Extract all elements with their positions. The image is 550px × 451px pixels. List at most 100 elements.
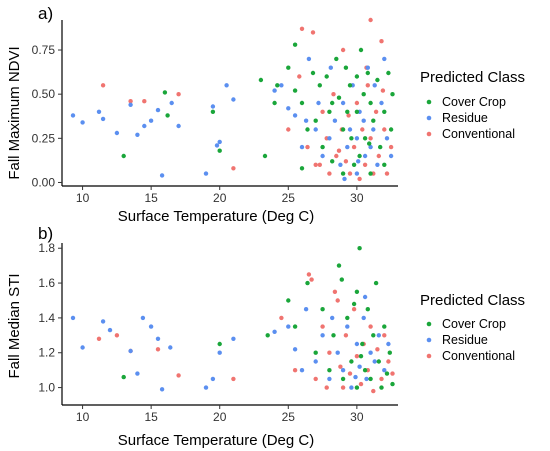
y-tick-label: 1.4: [38, 311, 55, 325]
point-residue: [203, 171, 209, 176]
point-cover-crop: [292, 324, 298, 329]
point-conventional: [114, 333, 120, 338]
point-residue: [320, 333, 325, 338]
point-residue: [327, 136, 332, 141]
point-conventional: [386, 359, 391, 364]
point-residue: [354, 171, 360, 176]
point-conventional: [176, 373, 181, 378]
point-residue: [371, 127, 376, 132]
point-conventional: [347, 171, 353, 176]
point-cover-crop: [378, 144, 383, 150]
point-cover-crop: [327, 109, 332, 115]
point-residue: [169, 100, 174, 106]
point-cover-crop: [365, 70, 370, 76]
point-cover-crop: [327, 368, 332, 373]
point-residue: [340, 100, 346, 106]
point-cover-crop: [354, 109, 360, 115]
x-tick-label: 10: [76, 191, 90, 205]
point-residue: [330, 315, 335, 321]
legend-b-conventional-label: Conventional: [442, 349, 515, 363]
point-residue: [80, 120, 85, 125]
point-cover-crop: [368, 100, 373, 106]
point-residue: [368, 350, 373, 355]
point-conventional: [354, 354, 360, 359]
point-cover-crop: [292, 42, 298, 47]
point-conventional: [324, 385, 329, 390]
point-conventional: [351, 144, 357, 150]
point-residue: [107, 327, 113, 333]
point-cover-crop: [362, 368, 368, 373]
panel-a: a) Fall Maximum NDVI Surface Temperature…: [6, 4, 525, 225]
point-conventional: [343, 333, 349, 338]
point-cover-crop: [121, 153, 126, 159]
point-cover-crop: [368, 376, 373, 382]
point-conventional: [388, 144, 394, 150]
point-cover-crop: [373, 280, 379, 286]
point-cover-crop: [358, 354, 364, 359]
point-cover-crop: [330, 100, 335, 106]
point-cover-crop: [387, 350, 392, 355]
legend-a-residue-marker: [426, 115, 432, 121]
point-residue: [176, 123, 181, 129]
legend-b-conventional-marker: [426, 353, 432, 359]
point-residue: [96, 109, 102, 115]
point-residue: [70, 113, 76, 118]
panel-b: b) Fall Median STI Surface Temperature (…: [6, 224, 525, 449]
point-conventional: [346, 113, 351, 118]
panel-b-xlabel: Surface Temperature (Deg C): [118, 432, 314, 449]
point-residue: [148, 324, 154, 329]
point-cover-crop: [365, 307, 370, 312]
point-conventional: [142, 99, 147, 104]
point-residue: [272, 329, 277, 334]
point-cover-crop: [165, 113, 170, 118]
point-residue: [361, 315, 366, 321]
point-conventional: [360, 127, 365, 132]
point-conventional: [306, 272, 312, 277]
point-conventional: [331, 92, 336, 97]
panel-label-b: b): [38, 224, 53, 243]
point-cover-crop: [217, 341, 222, 347]
point-residue: [128, 348, 133, 354]
point-cover-crop: [336, 263, 342, 268]
point-cover-crop: [360, 341, 365, 347]
point-residue: [356, 159, 361, 164]
panel-b-plot-area: 10 15 20 25 30 1.0 1.2 1.4 1.6 1.8: [38, 241, 398, 424]
point-cover-crop: [362, 136, 368, 141]
point-conventional: [299, 26, 305, 31]
point-residue: [335, 350, 340, 355]
point-residue: [155, 107, 161, 113]
point-residue: [347, 127, 353, 132]
point-cover-crop: [340, 127, 346, 132]
panel-label-a: a): [38, 4, 53, 23]
point-residue: [286, 106, 291, 111]
point-residue: [313, 127, 318, 132]
point-residue: [100, 116, 106, 122]
point-residue: [388, 153, 394, 159]
point-conventional: [176, 92, 181, 97]
legend-a-conventional-marker: [426, 131, 432, 137]
point-cover-crop: [351, 162, 357, 167]
point-residue: [217, 350, 222, 355]
point-conventional: [320, 109, 325, 115]
legend-b-cover-crop-marker: [426, 321, 432, 327]
point-cover-crop: [376, 359, 381, 364]
point-cover-crop: [367, 141, 372, 146]
point-residue: [299, 144, 305, 150]
point-residue: [286, 324, 291, 329]
point-conventional: [384, 171, 390, 176]
y-tick-label: 0.75: [32, 43, 56, 57]
point-residue: [292, 113, 298, 118]
point-cover-crop: [320, 144, 325, 150]
point-cover-crop: [331, 333, 336, 338]
point-residue: [140, 315, 146, 321]
point-conventional: [380, 88, 386, 93]
point-residue: [135, 371, 140, 376]
point-residue: [332, 118, 338, 123]
legend-a-cover-crop-marker: [426, 99, 432, 105]
panel-a-xlabel: Surface Temperature (Deg C): [118, 208, 314, 225]
point-conventional: [327, 171, 332, 176]
y-tick-label: 1.2: [38, 346, 55, 360]
point-cover-crop: [320, 307, 325, 312]
point-conventional: [379, 376, 384, 382]
